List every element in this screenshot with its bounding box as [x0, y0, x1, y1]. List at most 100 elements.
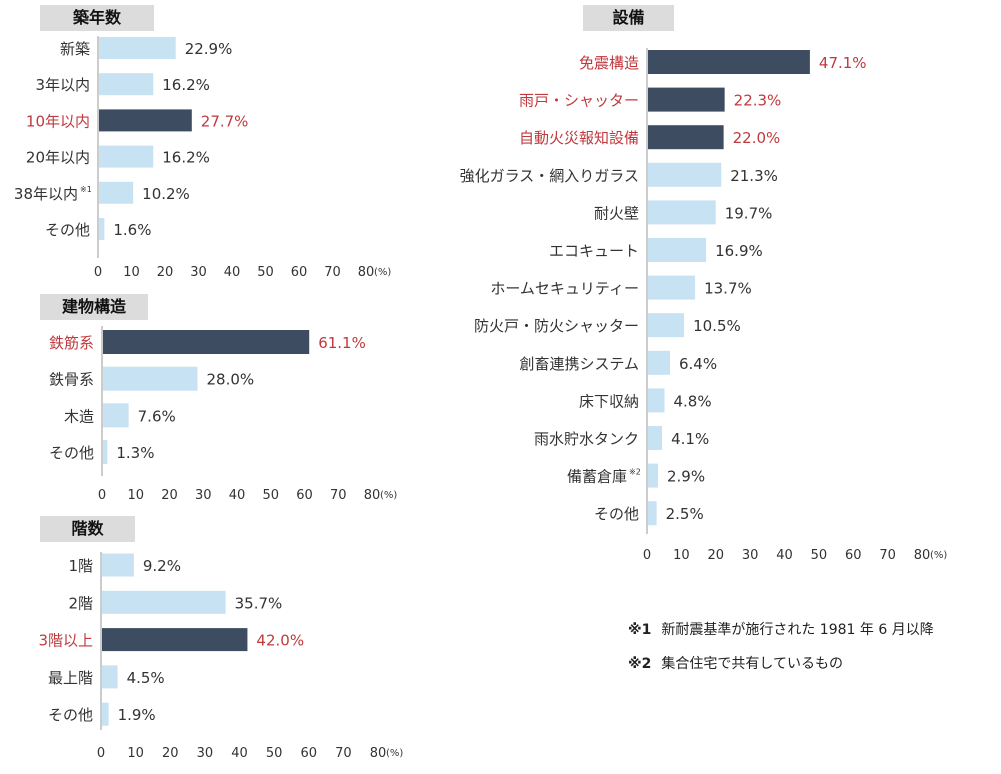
- chart-setsubi-bar-2: [648, 125, 724, 150]
- chart-kozo-tick-5: 50: [262, 488, 279, 503]
- chart-chikunensu-tick-5: 50: [257, 265, 274, 280]
- chart-chikunensu-tick-2: 20: [157, 265, 174, 280]
- chart-setsubi-bar-4: [648, 200, 716, 225]
- chart-setsubi-value-label-2: 22.0%: [733, 129, 781, 147]
- chart-kaisu-tick-3: 30: [197, 746, 214, 761]
- chart-chikunensu-tick-1: 10: [123, 265, 140, 280]
- chart-setsubi-category-7: 防火戸・防火シャッター: [474, 317, 639, 335]
- chart-setsubi: 免震構造 47.1% 雨戸・シャッター 22.3% 自動火災報知設備 22.0% 強化ガラス…: [460, 48, 947, 563]
- footnote-2-mark: ※2: [628, 656, 652, 672]
- chart-chikunensu: 新築 22.9% 3年以内 16.2% 10年以内 27.7% 20年以内 16.2% 38年以…: [14, 36, 391, 280]
- chart-kaisu-category-1: 2階: [68, 594, 93, 612]
- chart-setsubi-bar-10: [648, 426, 663, 450]
- chart-setsubi-value-label-4: 19.7%: [725, 204, 773, 222]
- chart-kaisu-category-0: 1階: [68, 557, 93, 575]
- chart-setsubi-bar-1: [648, 87, 725, 112]
- chart-kaisu: 1階 9.2% 2階 35.7% 3階以上 42.0% 最上階 4.5% その他 1.9% 0 10 2…: [38, 552, 403, 761]
- chart-kozo-unit: (%): [380, 490, 397, 501]
- chart-chikunensu-bar-5: [99, 218, 105, 240]
- title-kaisu: 階数: [40, 516, 135, 542]
- chart-setsubi-tick-6: 60: [845, 548, 862, 563]
- chart-chikunensu-value-label-3: 16.2%: [162, 149, 210, 167]
- footnote-2-text: 集合住宅で共有しているもの: [661, 656, 843, 672]
- chart-kaisu-category-3: 最上階: [48, 669, 93, 687]
- chart-kozo-tick-3: 30: [195, 488, 212, 503]
- chart-chikunensu-value-label-1: 16.2%: [162, 76, 210, 94]
- chart-setsubi-tick-3: 30: [742, 548, 759, 563]
- chart-setsubi-category-3: 強化ガラス・網入りガラス: [460, 167, 639, 185]
- chart-kozo-tick-1: 10: [127, 488, 144, 503]
- title-setsubi: 設備: [583, 5, 674, 31]
- chart-kaisu-tick-5: 50: [266, 746, 283, 761]
- chart-setsubi-value-label-7: 10.5%: [693, 317, 741, 335]
- chart-kozo-tick-6: 60: [296, 488, 313, 503]
- chart-setsubi-value-label-10: 4.1%: [671, 430, 709, 448]
- chart-kozo-value-label-0: 61.1%: [318, 334, 366, 352]
- chart-chikunensu-category-5: その他: [45, 221, 90, 239]
- chart-setsubi-category-note-11: ※2: [629, 468, 641, 477]
- chart-setsubi-category-2: 自動火災報知設備: [519, 129, 639, 147]
- chart-chikunensu-value-label-0: 22.9%: [185, 40, 233, 58]
- chart-setsubi-value-label-9: 4.8%: [674, 392, 712, 410]
- chart-chikunensu-tick-7: 70: [324, 265, 341, 280]
- chart-setsubi-category-6: ホームセキュリティー: [490, 280, 639, 298]
- chart-setsubi-category-0: 免震構造: [579, 54, 639, 72]
- chart-setsubi-category-10: 雨水貯水タンク: [534, 430, 639, 448]
- chart-setsubi-bar-11: [648, 463, 658, 488]
- chart-kozo-bar-1: [103, 366, 198, 391]
- chart-setsubi-value-label-3: 21.3%: [730, 167, 778, 185]
- chart-kaisu-tick-0: 0: [97, 746, 105, 761]
- chart-kaisu-tick-1: 10: [127, 746, 144, 761]
- chart-setsubi-category-1: 雨戸・シャッター: [519, 92, 639, 110]
- chart-chikunensu-bar-4: [99, 181, 134, 204]
- chart-kozo-tick-8: 80: [364, 488, 381, 503]
- chart-chikunensu-value-label-2: 27.7%: [201, 112, 249, 130]
- chart-setsubi-tick-7: 70: [879, 548, 896, 563]
- footnote-1-text: 新耐震基準が施行された 1981 年 6 月以降: [661, 622, 934, 638]
- chart-setsubi-bar-5: [648, 238, 707, 262]
- chart-kozo-value-label-2: 7.6%: [138, 407, 176, 425]
- chart-setsubi-category-5: エコキュート: [549, 242, 639, 260]
- chart-setsubi-bar-0: [648, 50, 810, 74]
- chart-kozo-category-3: その他: [49, 444, 94, 462]
- chart-setsubi-tick-5: 50: [811, 548, 828, 563]
- chart-kaisu-bar-0: [102, 553, 134, 577]
- chart-setsubi-value-label-0: 47.1%: [819, 54, 867, 72]
- chart-kozo-category-2: 木造: [64, 407, 94, 425]
- chart-chikunensu-bar-3: [99, 145, 154, 168]
- footnote-2: ※2 集合住宅で共有しているもの: [628, 653, 843, 673]
- chart-setsubi-bar-7: [648, 313, 685, 338]
- chart-setsubi-value-label-6: 13.7%: [704, 280, 752, 298]
- chart-kaisu-bar-1: [102, 590, 226, 614]
- chart-setsubi-tick-8: 80: [914, 548, 931, 563]
- chart-kaisu-value-label-2: 42.0%: [256, 632, 304, 650]
- chart-chikunensu-category-4: 38年以内: [14, 185, 78, 203]
- chart-setsubi-value-label-12: 2.5%: [666, 505, 704, 523]
- chart-chikunensu-tick-8: 80: [358, 265, 375, 280]
- chart-chikunensu-unit: (%): [374, 267, 391, 278]
- chart-chikunensu-tick-0: 0: [94, 265, 102, 280]
- chart-setsubi-category-12: その他: [594, 505, 639, 523]
- chart-setsubi-value-label-11: 2.9%: [667, 468, 705, 486]
- chart-kaisu-unit: (%): [386, 748, 403, 759]
- chart-kozo: 鉄筋系 61.1% 鉄骨系 28.0% 木造 7.6% その他 1.3% 0 10 20 30 40 50…: [49, 326, 397, 503]
- chart-kaisu-value-label-0: 9.2%: [143, 557, 181, 575]
- chart-setsubi-bar-6: [648, 275, 696, 300]
- chart-setsubi-bar-3: [648, 162, 722, 187]
- chart-kaisu-tick-7: 70: [335, 746, 352, 761]
- chart-setsubi-category-4: 耐火壁: [594, 204, 639, 222]
- chart-kaisu-value-label-1: 35.7%: [235, 594, 283, 612]
- chart-setsubi-unit: (%): [930, 550, 947, 561]
- chart-kaisu-value-label-4: 1.9%: [118, 706, 156, 724]
- chart-setsubi-bar-8: [648, 350, 670, 375]
- chart-setsubi-tick-1: 10: [673, 548, 690, 563]
- footnote-1: ※1 新耐震基準が施行された 1981 年 6 月以降: [628, 619, 934, 639]
- chart-kozo-bar-3: [103, 440, 108, 465]
- chart-setsubi-category-8: 創畜連携システム: [519, 355, 639, 373]
- chart-kaisu-category-4: その他: [48, 706, 93, 724]
- chart-kaisu-tick-8: 80: [370, 746, 387, 761]
- chart-setsubi-category-9: 床下収納: [579, 392, 639, 410]
- chart-kozo-value-label-3: 1.3%: [116, 444, 154, 462]
- chart-kozo-tick-0: 0: [98, 488, 106, 503]
